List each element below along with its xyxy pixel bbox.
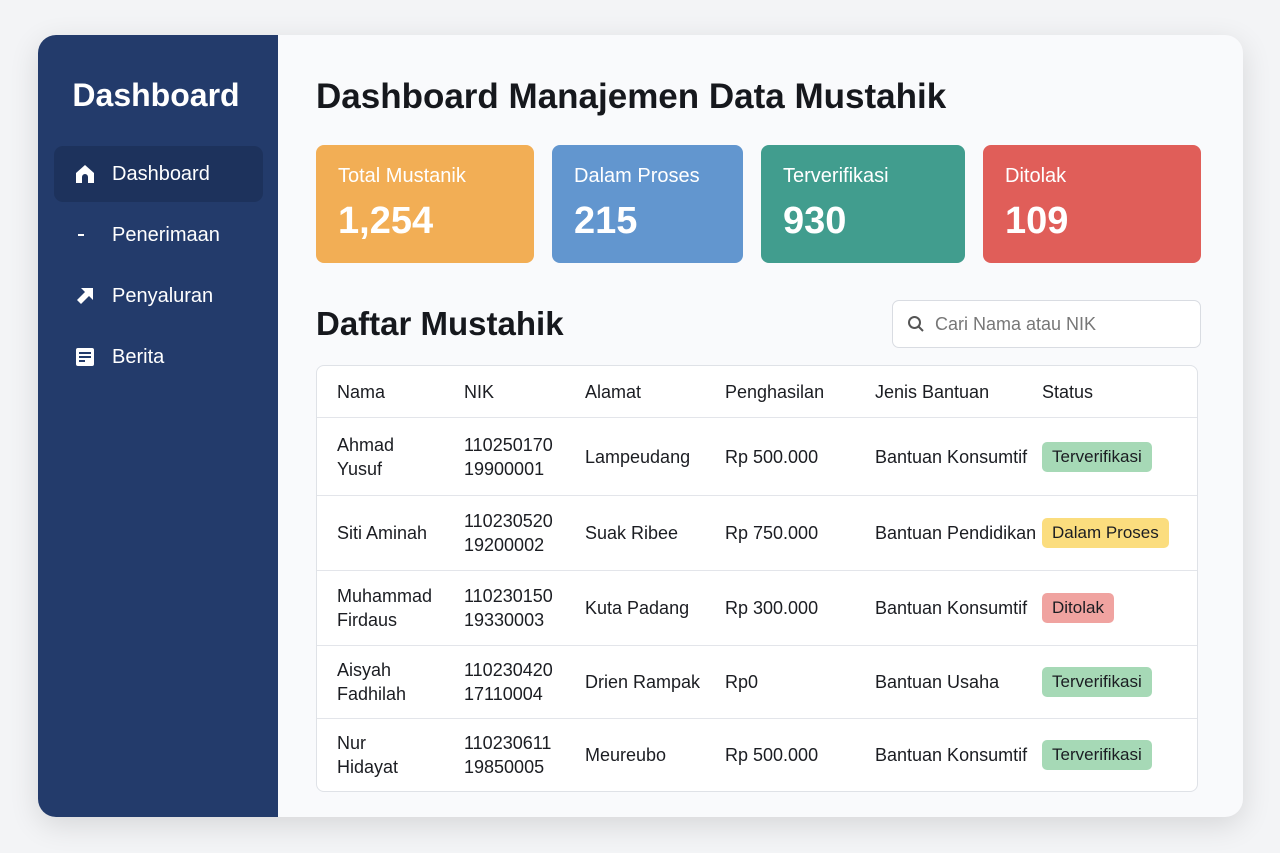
sidebar-title: Dashboard (72, 77, 240, 113)
cell-nama: Siti Aminah (337, 523, 428, 543)
status-badge: Terverifikasi (1042, 740, 1152, 770)
cell-status: Dalam Proses (1038, 518, 1197, 548)
cell-nik: 110230420 17110004 (464, 660, 553, 704)
cell-nama: Ahmad Yusuf (337, 434, 395, 479)
stat-value: 109 (1005, 200, 1069, 242)
table-row[interactable]: Ahmad Yusuf 110250170 19900001 Lampeudang … (317, 417, 1197, 495)
sidebar-item-label: Penerimaan (112, 223, 220, 246)
column-header: Nama (337, 381, 386, 402)
cell-status: Terverifikasi (1038, 441, 1197, 472)
cell-jenis-bantuan: Bantuan Konsumtif (875, 745, 1028, 765)
cell-nik: 110230611 19850005 (464, 733, 552, 777)
cell-jenis-bantuan: Bantuan Konsumtif (875, 446, 1028, 467)
main-content: Dashboard Manajemen Data Mustahik Total … (278, 35, 1243, 817)
mustahik-table: Nama NIK Alamat Penghasilan Jenis Bantuan Sta… (316, 365, 1198, 792)
app-window: Dashboard Dashboard Penerimaan Penyaluran B… (38, 35, 1243, 817)
sidebar-item-label: Dashboard (112, 162, 210, 185)
cell-penghasilan: Rp0 (725, 672, 759, 692)
stat-card-total-mustanik: Total Mustanik 1,254 (316, 145, 534, 263)
search-box[interactable] (892, 300, 1201, 348)
column-header: Status (1042, 381, 1094, 402)
cell-nama: Aisyah Fadhilah (337, 660, 407, 704)
cell-nama: Muhammad Firdaus (337, 586, 433, 630)
cell-alamat: Kuta Padang (585, 598, 690, 618)
table-row[interactable]: Nur Hidayat 110230611 19850005 Meureubo Rp… (317, 718, 1197, 791)
cell-jenis-bantuan: Bantuan Usaha (875, 672, 1000, 692)
cell-nik: 110250170 19900001 (464, 434, 553, 479)
search-input[interactable] (935, 313, 1175, 335)
sidebar-item-penyaluran[interactable]: Penyaluran (54, 268, 263, 324)
stat-value: 930 (783, 200, 847, 242)
cell-alamat: Lampeudang (585, 446, 691, 467)
stat-card-ditolak: Ditolak 109 (983, 145, 1201, 263)
table-row[interactable]: Muhammad Firdaus 110230150 19330003 Kuta P… (317, 570, 1197, 645)
stat-card-dalam-proses: Dalam Proses 215 (552, 145, 743, 263)
stat-value: 215 (574, 200, 638, 242)
column-header: Jenis Bantuan (875, 381, 990, 402)
search-icon (908, 316, 924, 332)
cell-penghasilan: Rp 500.000 (725, 745, 819, 765)
stat-label: Terverifikasi (783, 165, 889, 187)
cell-status: Ditolak (1038, 593, 1197, 623)
arrow-up-right-icon (74, 285, 96, 307)
column-header: Alamat (585, 381, 642, 402)
sidebar-item-label: Berita (112, 345, 165, 368)
table-header: Nama NIK Alamat Penghasilan Jenis Bantuan Sta… (317, 366, 1197, 417)
sidebar-item-berita[interactable]: Berita (54, 329, 263, 385)
status-badge: Terverifikasi (1042, 667, 1152, 697)
cell-alamat: Drien Rampak (585, 672, 701, 692)
status-badge: Terverifikasi (1042, 441, 1152, 472)
news-icon (74, 346, 96, 368)
page-title: Dashboard Manajemen Data Mustahik (316, 77, 947, 116)
sidebar-item-dashboard[interactable]: Dashboard (54, 146, 263, 202)
sidebar-item-label: Penyaluran (112, 284, 214, 307)
sidebar-item-penerimaan[interactable]: Penerimaan (54, 207, 263, 263)
cell-jenis-bantuan: Bantuan Konsumtif (875, 598, 1028, 618)
column-header: NIK (464, 381, 495, 402)
cell-penghasilan: Rp 500.000 (725, 446, 819, 467)
cell-nama: Nur Hidayat (337, 733, 399, 777)
stat-label: Dalam Proses (574, 165, 700, 187)
table-row[interactable]: Siti Aminah 110230520 19200002 Suak Ribee… (317, 495, 1197, 570)
table-row[interactable]: Aisyah Fadhilah 110230420 17110004 Drien R… (317, 645, 1197, 718)
cell-status: Terverifikasi (1038, 740, 1197, 770)
home-icon (74, 163, 96, 185)
stat-card-terverifikasi: Terverifikasi 930 (761, 145, 965, 263)
stat-label: Total Mustanik (338, 165, 466, 187)
stat-label: Ditolak (1005, 165, 1067, 187)
receive-icon (74, 224, 96, 246)
status-badge: Dalam Proses (1042, 518, 1169, 548)
cell-alamat: Meureubo (585, 745, 667, 765)
column-header: Penghasilan (725, 381, 825, 402)
cell-status: Terverifikasi (1038, 667, 1197, 697)
cell-nik: 110230150 19330003 (464, 586, 553, 630)
status-badge: Ditolak (1042, 593, 1114, 623)
cell-penghasilan: Rp 750.000 (725, 523, 819, 543)
cell-nik: 110230520 19200002 (464, 511, 553, 555)
cell-alamat: Suak Ribee (585, 523, 679, 543)
stat-value: 1,254 (338, 200, 434, 242)
cell-penghasilan: Rp 300.000 (725, 598, 819, 618)
sidebar: Dashboard Dashboard Penerimaan Penyaluran B… (38, 35, 278, 817)
cell-jenis-bantuan: Bantuan Pendidikan (875, 523, 1037, 543)
list-title: Daftar Mustahik (316, 305, 564, 342)
